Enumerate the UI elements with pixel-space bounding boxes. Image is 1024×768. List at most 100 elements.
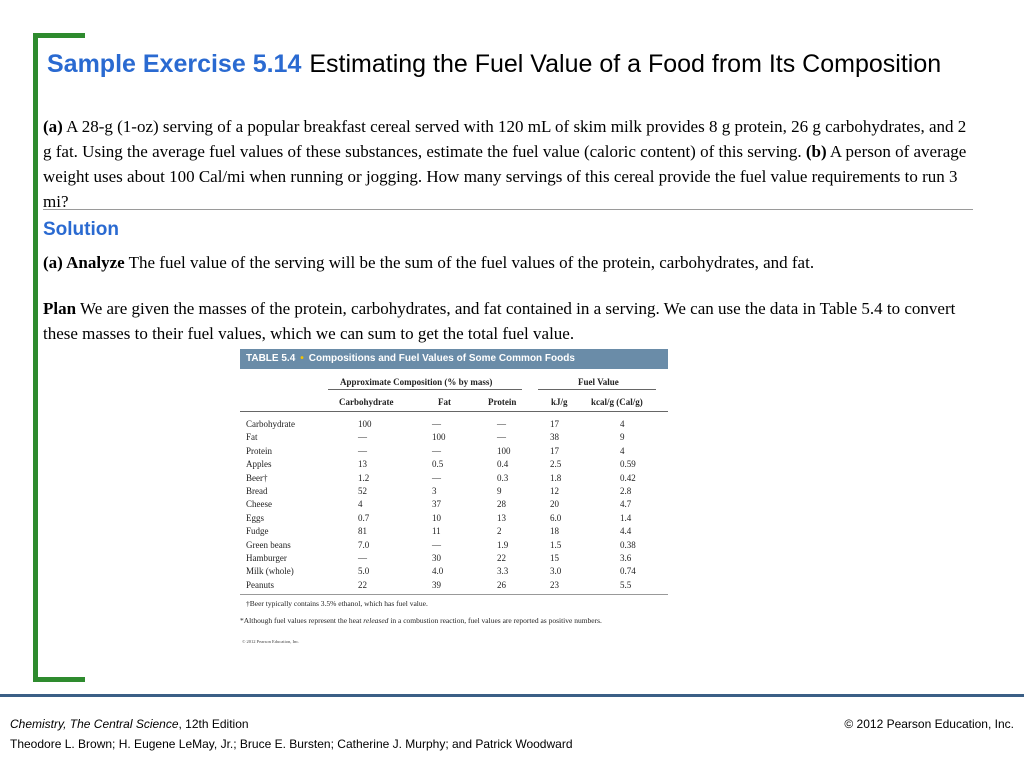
table-cell-carbohydrate: 22: [358, 579, 367, 590]
plan-paragraph: Plan We are given the masses of the prot…: [43, 296, 978, 346]
analyze-paragraph: (a) Analyze The fuel value of the servin…: [43, 250, 978, 275]
footnote-fuel-pre: *Although fuel values represent the heat: [240, 616, 364, 625]
footer-credits: Chemistry, The Central Science, 12th Edi…: [10, 714, 573, 754]
table-cell-food: Milk (whole): [246, 566, 294, 577]
table-cell-carbohydrate: 1.2: [358, 472, 370, 483]
part-b-label: (b): [805, 142, 827, 161]
footer-book-line: Chemistry, The Central Science, 12th Edi…: [10, 714, 573, 734]
table-cell-food: Beer†: [246, 472, 268, 483]
table-group-composition: Approximate Composition (% by mass): [340, 377, 493, 387]
table-cell-protein: 22: [497, 553, 506, 563]
table-cell-kj: 17: [550, 419, 559, 429]
analyze-label: (a) Analyze: [43, 253, 125, 272]
table-cell-fat: 10: [432, 512, 441, 523]
table-cell-carbohydrate: 4: [358, 499, 363, 510]
col-header-protein: Protein: [488, 397, 517, 407]
table-cell-protein: 0.3: [497, 472, 509, 483]
table-cell-kj: 2.5: [550, 459, 562, 470]
exercise-title: Estimating the Fuel Value of a Food from…: [309, 50, 942, 78]
table-cell-protein: 13: [497, 512, 506, 523]
table-cell-food: Eggs: [246, 512, 264, 523]
bracket-vertical: [33, 33, 38, 682]
table-cell-carbohydrate: 81: [358, 526, 367, 537]
table-copyright: © 2012 Pearson Education, Inc.: [242, 639, 300, 644]
part-a-label: (a): [43, 117, 63, 136]
table-cell-fat: 4.0: [432, 566, 444, 577]
table-cell-food: Fat: [246, 432, 258, 443]
table-cell-kcal: 1.4: [620, 512, 632, 523]
table-cell-carbohydrate: —: [358, 445, 367, 456]
table-cell-kcal: 9: [620, 432, 625, 443]
table-rule-group1: [328, 389, 522, 390]
table-cell-kcal: 4.4: [620, 526, 632, 537]
table-cell-food: Carbohydrate: [246, 419, 295, 429]
table-cell-kj: 1.8: [550, 472, 562, 483]
table-cell-protein: —: [497, 419, 506, 429]
table-header-rule: [240, 411, 668, 412]
table-cell-kj: 23: [550, 579, 559, 590]
footer-rule: [0, 694, 1024, 697]
table-cell-kcal: 0.38: [620, 539, 636, 550]
table-cell-food: Peanuts: [246, 579, 274, 590]
table-cell-kj: 17: [550, 445, 559, 456]
table-cell-kcal: 5.5: [620, 579, 632, 590]
table-group-fuel-value: Fuel Value: [578, 377, 619, 387]
table-cell-food: Fudge: [246, 526, 269, 537]
table-cell-fat: —: [432, 539, 441, 550]
footer-book-title: Chemistry, The Central Science: [10, 717, 179, 731]
bracket-top: [33, 33, 85, 38]
table-cell-kj: 20: [550, 499, 559, 510]
solution-heading: Solution: [43, 219, 119, 240]
table-cell-carbohydrate: 100: [358, 419, 372, 429]
table-cell-kcal: 0.59: [620, 459, 636, 470]
table-cell-kj: 15: [550, 553, 559, 563]
footer-authors: Theodore L. Brown; H. Eugene LeMay, Jr.;…: [10, 737, 573, 751]
exercise-number: Sample Exercise 5.14: [47, 50, 302, 78]
footer-edition: , 12th Edition: [178, 717, 249, 731]
table-cell-fat: 100: [432, 432, 446, 443]
col-header-kj: kJ/g: [551, 397, 568, 407]
slide-title: Sample Exercise 5.14 Estimating the Fuel…: [47, 48, 947, 80]
table-cell-kcal: 3.6: [620, 553, 632, 563]
table-cell-kcal: 2.8: [620, 486, 632, 496]
table-cell-kj: 3.0: [550, 566, 562, 577]
footnote-fuel-post: in a combustion reaction, fuel values ar…: [388, 616, 602, 625]
table-cell-protein: 2: [497, 526, 502, 537]
table-cell-food: Hamburger: [246, 553, 287, 563]
table-cell-kj: 6.0: [550, 512, 562, 523]
table-cell-kj: 1.5: [550, 539, 562, 550]
table-cell-protein: 0.4: [497, 459, 509, 470]
table-cell-protein: 28: [497, 499, 506, 510]
table-cell-kcal: 4.7: [620, 499, 632, 510]
col-header-carbohydrate: Carbohydrate: [339, 397, 394, 407]
table-cell-fat: —: [432, 472, 441, 483]
table-cell-carbohydrate: 52: [358, 486, 367, 496]
table-cell-food: Cheese: [246, 499, 272, 510]
table-cell-food: Bread: [246, 486, 268, 496]
table-label: TABLE 5.4: [246, 353, 296, 364]
table-cell-protein: 3.3: [497, 566, 509, 577]
plan-label: Plan: [43, 299, 77, 318]
table-cell-kj: 18: [550, 526, 559, 537]
fuel-value-table: TABLE 5.4 • Compositions and Fuel Values o…: [240, 349, 668, 646]
table-bullet: •: [300, 353, 304, 364]
table-cell-kj: 12: [550, 486, 559, 496]
table-cell-fat: 11: [432, 526, 441, 537]
table-rule-group2: [538, 389, 656, 390]
table-cell-fat: 3: [432, 486, 437, 496]
table-cell-kcal: 4: [620, 445, 625, 456]
table-cell-carbohydrate: 7.0: [358, 539, 370, 550]
table-cell-fat: —: [432, 445, 441, 456]
part-b-text: A person of average weight uses about 10…: [43, 142, 967, 211]
table-cell-fat: 39: [432, 579, 441, 590]
footer-copyright: © 2012 Pearson Education, Inc.: [844, 717, 1014, 731]
col-header-fat: Fat: [438, 397, 451, 407]
bracket-bottom: [33, 677, 85, 682]
table-cell-protein: —: [497, 432, 506, 443]
table-cell-protein: 100: [497, 445, 511, 456]
table-cell-food: Apples: [246, 459, 272, 470]
table-footnote-beer: †Beer typically contains 3.5% ethanol, w…: [246, 599, 428, 608]
analyze-text: The fuel value of the serving will be th…: [124, 253, 815, 272]
table-cell-fat: —: [432, 419, 441, 429]
table-cell-kcal: 4: [620, 419, 625, 429]
